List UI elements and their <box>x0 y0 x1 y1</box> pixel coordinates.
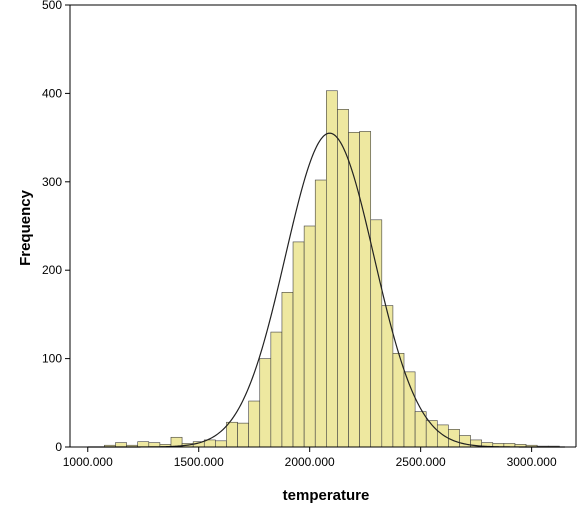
x-tick-label: 2500.000 <box>396 455 446 469</box>
y-tick-label: 300 <box>42 175 62 189</box>
y-tick-label: 200 <box>42 263 62 277</box>
y-axis-title: Frequency <box>17 189 34 266</box>
histogram-bar <box>237 422 249 448</box>
histogram-bar <box>359 131 372 448</box>
y-tick-label: 400 <box>42 86 62 100</box>
histogram-bar <box>403 371 416 448</box>
x-axis-title: temperature <box>283 487 370 504</box>
x-tick-label: 3000.000 <box>507 455 557 469</box>
histogram-bar <box>414 411 427 448</box>
histogram-bar <box>215 440 227 448</box>
histogram-bar <box>115 442 127 448</box>
histogram-bar <box>137 441 150 448</box>
histogram-bar <box>226 421 238 448</box>
histogram-bar <box>337 109 349 448</box>
histogram-bar <box>436 424 449 448</box>
x-tick-label: 2000.000 <box>285 455 335 469</box>
x-tick-label: 1500.000 <box>174 455 224 469</box>
histogram-bar <box>303 225 316 448</box>
x-axis: 1000.000 1500.000 2000.000 2500.000 3000.000 <box>63 446 576 469</box>
histogram-bar <box>370 219 383 448</box>
histogram-bar <box>292 241 305 448</box>
histogram-bar <box>281 291 294 448</box>
histogram-bar <box>270 331 283 448</box>
y-axis: 0 100 200 300 400 500 <box>42 0 71 454</box>
y-tick-label: 0 <box>55 440 62 454</box>
histogram-bar <box>314 179 327 448</box>
histogram-bar <box>259 358 272 448</box>
histogram-bar <box>448 429 460 448</box>
x-tick-label: 1000.000 <box>63 455 113 469</box>
histogram-bar <box>392 352 405 448</box>
y-tick-label: 100 <box>42 352 62 366</box>
histogram-bar <box>248 400 261 448</box>
plot-frame <box>70 4 577 447</box>
histogram-bars <box>104 90 560 448</box>
histogram-bar <box>348 131 360 448</box>
y-tick-label: 500 <box>42 0 62 12</box>
histogram-bar <box>326 90 338 448</box>
